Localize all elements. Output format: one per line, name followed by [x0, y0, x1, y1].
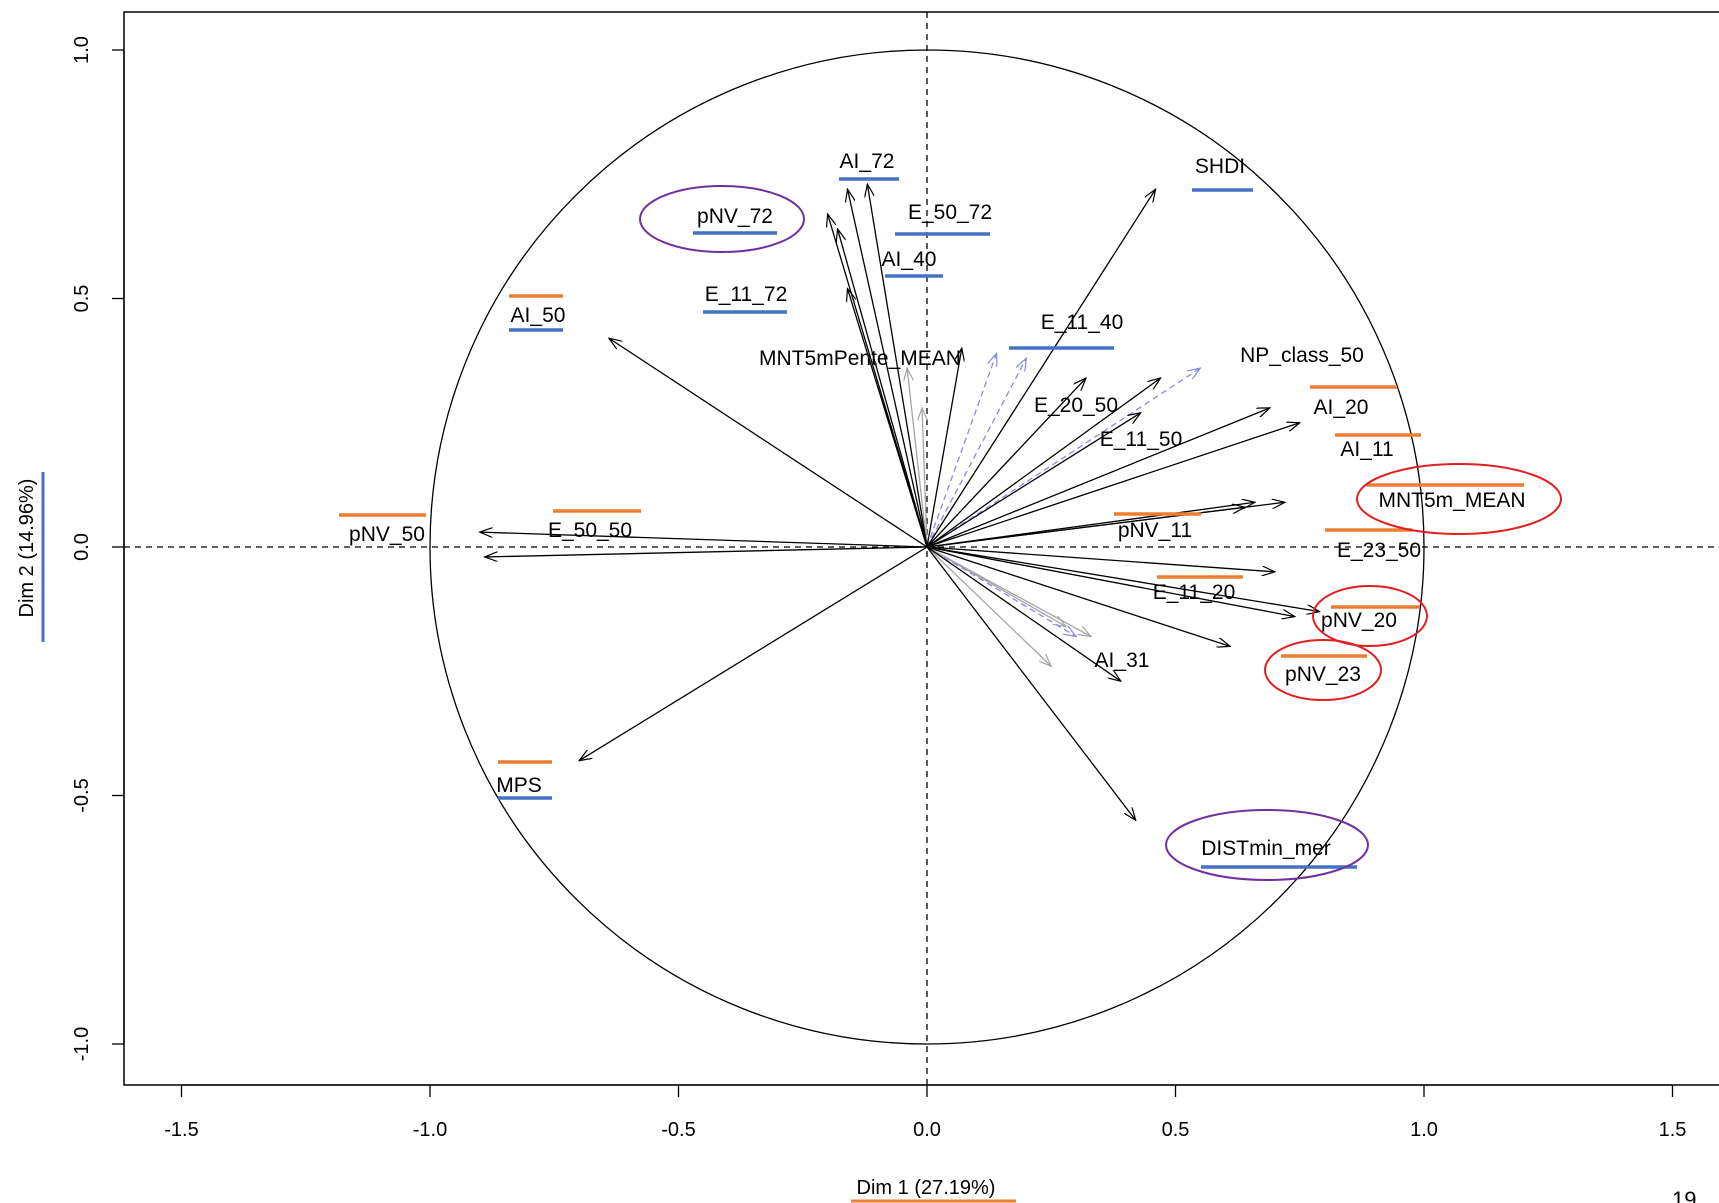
arrow-e-50-50 [485, 546, 928, 557]
label-underlines [339, 177, 1524, 869]
label-ai-40: AI_40 [882, 248, 937, 271]
y-tick-label: 0.0 [71, 533, 93, 561]
arrow-shdi [926, 189, 1156, 548]
supplementary-arrow [926, 358, 1026, 548]
label-e-23-50: E_23_50 [1337, 539, 1421, 562]
arrow-pnv-20 [926, 546, 1320, 612]
y-tick-label: -1.0 [71, 1027, 93, 1061]
label-np-class-50: NP_class_50 [1240, 344, 1364, 367]
arrow-e-20-50 [926, 378, 1161, 548]
label-mps: MPS [496, 774, 542, 797]
arrow-e-23-50 [926, 546, 1275, 572]
arrow-mps [579, 546, 928, 761]
label-e-11-40: E_11_40 [1041, 311, 1124, 334]
label-mnt5mpente-mean: MNT5mPente_MEAN [759, 347, 961, 370]
variable-labels: AI_72 E_50_72 pNV_72 AI_40 MNT5mPente_MEAN E_… [349, 150, 1525, 860]
label-pnv-50: pNV_50 [349, 523, 425, 546]
x-axis-title: Dim 1 (27.19%) [857, 1177, 996, 1199]
arrow-mnt5m-mean [926, 502, 1285, 548]
supplementary-arrow [922, 408, 928, 548]
label-ai-31: AI_31 [1095, 649, 1150, 672]
variable-arrows [480, 184, 1320, 820]
label-e-11-50: E_11_50 [1100, 428, 1183, 451]
supplementary-arrow [926, 546, 1076, 636]
arrow-e-11-20 [926, 546, 1295, 617]
label-ai-50: AI_50 [511, 304, 566, 327]
page-number: 19 [1672, 1187, 1696, 1203]
highlight-circle [1356, 463, 1562, 535]
arrow-pnv-23 [926, 546, 1230, 646]
label-ai-72: AI_72 [840, 150, 895, 173]
y-tick-label: 1.0 [71, 36, 93, 64]
arrow-pnv-11 [926, 502, 1255, 548]
highlight-circle [1165, 809, 1369, 881]
arrow-ai-50 [609, 338, 928, 548]
arrow-ai-31 [926, 546, 1121, 681]
x-tick-label: -1.5 [164, 1119, 198, 1141]
arrow-ai-72 [847, 189, 928, 548]
label-pnv-20: pNV_20 [1321, 609, 1397, 632]
supplementary-arrow [926, 368, 1200, 548]
arrow-np-class-50 [926, 413, 1141, 548]
highlight-circles [639, 185, 1562, 881]
label-e-50-50: E_50_50 [548, 519, 632, 542]
arrow-e-11-40 [926, 378, 1086, 548]
plot-frame [123, 11, 1719, 1086]
x-tick-label: 1.5 [1659, 1119, 1687, 1141]
label-e-50-72: E_50_72 [908, 201, 992, 224]
arrow-pnv-50 [480, 532, 928, 548]
x-tick-label: 0.5 [1162, 1119, 1190, 1141]
y-axis-title: Dim 2 (14.96%) [16, 479, 38, 618]
y-tick-label: 0.5 [71, 285, 93, 313]
y-axis: -1.0 -0.5 0.0 0.5 1.0 [71, 36, 125, 1061]
supplementary-arrow [926, 353, 997, 548]
supplementary-arrow [926, 546, 1091, 636]
arrow-distmin-mer [926, 546, 1136, 820]
x-tick-label: -1.0 [413, 1119, 447, 1141]
arrow-ai-20 [926, 423, 1300, 548]
label-pnv-72: pNV_72 [697, 205, 773, 228]
arrow-ai-40 [838, 229, 928, 548]
label-mnt5m-mean: MNT5m_MEAN [1378, 489, 1525, 512]
label-pnv-11: pNV_11 [1118, 519, 1192, 542]
highlight-circle [1312, 585, 1428, 647]
label-distmin-mer: DISTmin_mer [1201, 837, 1331, 860]
label-ai-11: AI_11 [1340, 438, 1393, 461]
label-pnv-23: pNV_23 [1285, 663, 1361, 686]
supplementary-arrows [907, 353, 1200, 666]
label-e-11-20: E_11_20 [1153, 581, 1236, 604]
label-e-20-50: E_20_50 [1034, 394, 1118, 417]
arrow-mnt5mpente-mean [847, 289, 928, 548]
x-tick-label: 0.0 [913, 1119, 941, 1141]
highlight-circle [1264, 639, 1382, 701]
supplementary-arrow [926, 546, 1051, 666]
x-tick-label: 1.0 [1410, 1119, 1438, 1141]
x-tick-label: -0.5 [661, 1119, 695, 1141]
label-ai-20: AI_20 [1314, 396, 1369, 419]
label-shdi: SHDI [1195, 155, 1245, 178]
y-tick-label: -0.5 [71, 778, 93, 812]
arrow-e-50-72 [867, 184, 928, 548]
highlight-circle [639, 185, 805, 253]
x-axis: -1.5 -1.0 -0.5 0.0 0.5 1.0 1.5 [164, 1084, 1687, 1141]
arrow-e-11-50 [926, 408, 1270, 548]
supplementary-arrow [907, 368, 928, 548]
arrow-e-11-72 [926, 348, 962, 548]
label-e-11-72: E_11_72 [705, 283, 788, 306]
